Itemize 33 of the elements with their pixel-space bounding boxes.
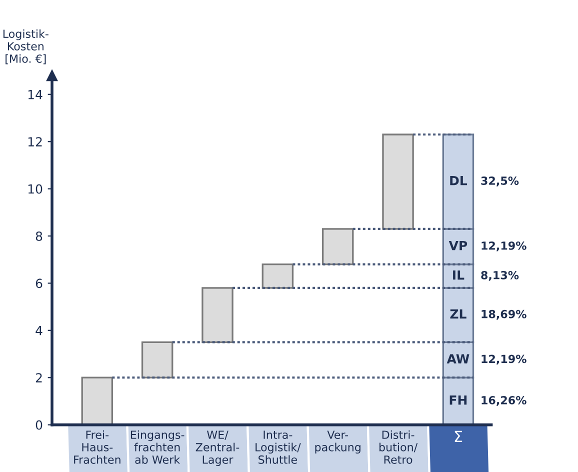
- y-tick-label: 12: [28, 137, 42, 146]
- y-tick-label: 10: [28, 184, 42, 194]
- annotation: 18,69%: [482, 310, 526, 320]
- bar: [322, 228, 354, 266]
- series-label: AW: [446, 354, 470, 364]
- y-tick-label: 0: [36, 420, 42, 430]
- bar: [141, 341, 174, 378]
- bar: [202, 287, 234, 344]
- series-label: ZL: [450, 309, 466, 319]
- series-label: DL: [450, 176, 468, 186]
- y-tick-label: 6: [36, 278, 42, 288]
- series-label: IL: [453, 270, 464, 280]
- annotation: 12,19%: [482, 354, 526, 365]
- y-axis-title: Logistik- Kosten [Mio. €]: [3, 29, 48, 64]
- bar: [262, 263, 294, 289]
- annotation: 32,5%: [481, 176, 519, 186]
- y-tick-label: 2: [36, 373, 42, 382]
- y-tick-label: 4: [36, 326, 42, 336]
- annotation: 12,19%: [482, 241, 526, 252]
- x-tick-label: Ver- packung: [315, 430, 360, 454]
- annotation: 8,13%: [481, 270, 519, 281]
- y-tick-label: 14: [28, 90, 42, 100]
- series-label: FH: [450, 396, 467, 405]
- x-tick-label: WE/ Zentral- Lager: [196, 430, 240, 466]
- y-tick-label: 8: [36, 231, 42, 241]
- x-tick-label: Σ: [454, 430, 462, 442]
- x-tick-label: Eingangs- frachten ab Werk: [130, 430, 184, 464]
- series-label: VP: [448, 240, 468, 250]
- bar: [382, 134, 414, 230]
- x-tick-label: Frei- Haus- Frachten: [74, 430, 120, 464]
- annotation: 16,26%: [482, 396, 526, 406]
- x-tick-label: Distri- bution/ Retro: [379, 430, 418, 464]
- x-tick-label: Intra- Logistik/ Shuttle: [256, 430, 301, 464]
